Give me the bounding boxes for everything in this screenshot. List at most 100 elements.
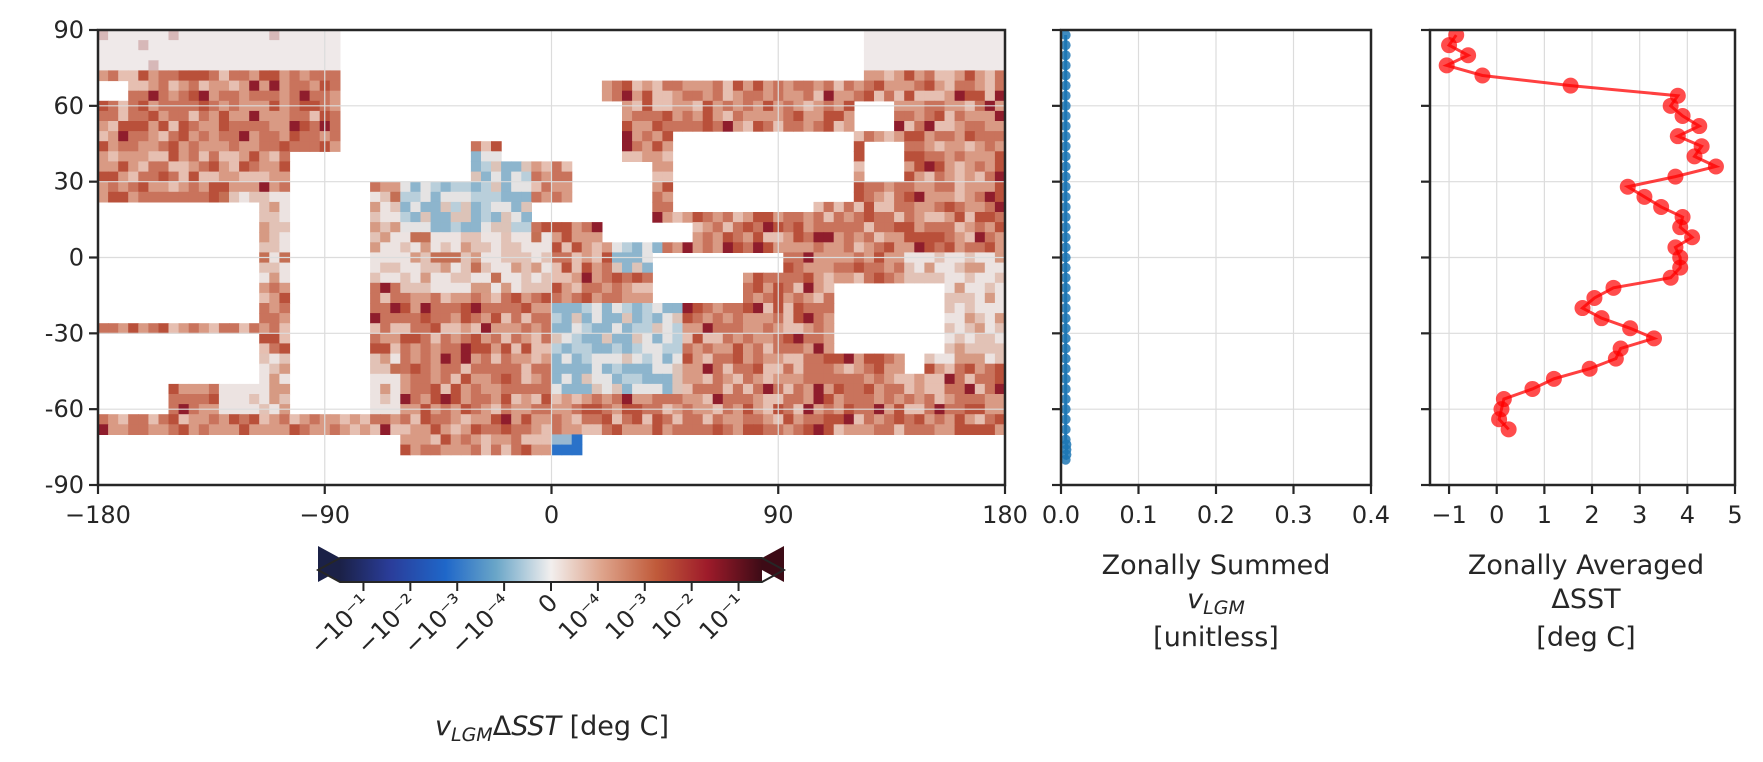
zonal-sum-point	[1061, 292, 1071, 303]
heatmap-cell	[843, 272, 855, 284]
heatmap-cell	[279, 110, 291, 122]
heatmap-cell	[944, 151, 956, 162]
heatmap-cell	[994, 121, 1005, 132]
heatmap-cell	[974, 232, 986, 243]
heatmap-cell	[249, 40, 260, 51]
heatmap-cell	[662, 303, 674, 314]
heatmap-cell	[481, 212, 492, 223]
heatmap-cell	[289, 414, 301, 425]
heatmap-cell	[964, 90, 976, 102]
heatmap-cell	[188, 70, 200, 82]
heatmap-cell	[188, 424, 200, 435]
zonal-sum-point	[1061, 80, 1071, 91]
heatmap-cell	[622, 363, 633, 375]
heatmap-cell	[924, 40, 936, 51]
heatmap-cell	[481, 272, 492, 284]
heatmap-cell	[672, 333, 684, 344]
heatmap-cell	[642, 363, 653, 375]
heatmap-cell	[168, 171, 180, 183]
heatmap-cell	[289, 80, 301, 92]
heatmap-cell	[591, 414, 603, 425]
heatmap-cell	[662, 343, 674, 355]
heatmap-cell	[863, 212, 875, 223]
heatmap-cell	[823, 424, 835, 435]
zonal-sum-point	[1061, 30, 1071, 41]
heatmap-cell	[853, 373, 865, 385]
heatmap-cell	[299, 414, 311, 425]
heatmap-cell	[289, 131, 301, 142]
heatmap-cell	[853, 141, 865, 152]
heatmap-cell	[279, 141, 291, 152]
heatmap-cell	[743, 110, 754, 122]
heatmap-cell	[874, 50, 885, 61]
heatmap-cell	[964, 181, 976, 193]
heatmap-cell	[753, 353, 764, 365]
heatmap-cell	[944, 292, 956, 304]
zonal-sum-point	[1061, 373, 1071, 384]
heatmap-cell	[541, 303, 553, 314]
heatmap-cell	[672, 373, 684, 385]
heatmap-cell	[299, 50, 311, 61]
heatmap-cell	[743, 414, 754, 425]
heatmap-cell	[470, 141, 482, 152]
heatmap-cell	[934, 363, 946, 375]
heatmap-cell	[682, 90, 694, 102]
heatmap-cell	[722, 383, 734, 395]
heatmap-cell	[208, 181, 220, 193]
heatmap-cell	[440, 191, 452, 203]
heatmap-cell	[370, 282, 381, 294]
heatmap-cell	[501, 212, 512, 223]
heatmap-cell	[450, 262, 462, 274]
heatmap-cell	[98, 414, 109, 425]
heatmap-cell	[944, 110, 956, 122]
heatmap-cell	[511, 242, 522, 253]
heatmap-cell	[984, 343, 996, 355]
heatmap-cell	[138, 110, 149, 122]
heatmap-cell	[460, 424, 472, 435]
heatmap-cell	[642, 90, 653, 102]
heatmap-cell	[974, 303, 986, 314]
heatmap-cell	[712, 110, 724, 122]
heatmap-cell	[259, 272, 270, 284]
heatmap-cell	[98, 171, 109, 183]
heatmap-cell	[783, 303, 794, 314]
heatmap-cell	[460, 191, 472, 203]
heatmap-cell	[863, 40, 875, 51]
heatmap-cell	[380, 201, 391, 213]
zonal-sum-x-axis: 0.0 0.1 0.2 0.3 0.4	[1042, 485, 1390, 529]
heatmap-cell	[944, 121, 956, 132]
heatmap-cell	[642, 121, 653, 132]
heatmap-cell	[642, 383, 653, 395]
heatmap-cell	[612, 383, 623, 395]
heatmap-cell	[551, 353, 563, 365]
heatmap-cell	[551, 434, 563, 446]
heatmap-cell	[178, 30, 190, 41]
heatmap-cell	[964, 222, 976, 233]
heatmap-cell	[934, 80, 946, 92]
heatmap-cell	[491, 282, 502, 294]
heatmap-cell	[541, 323, 553, 334]
heatmap-cell	[884, 383, 895, 395]
heatmap-cell	[470, 424, 482, 435]
heatmap-cell	[682, 323, 694, 334]
heatmap-cell	[229, 60, 240, 71]
heatmap-cell	[743, 222, 754, 233]
heatmap-cell	[964, 282, 976, 294]
heatmap-cell	[863, 242, 875, 253]
heatmap-cell	[994, 394, 1005, 405]
zonal-average-point	[1636, 188, 1653, 205]
heatmap-cell	[722, 343, 734, 355]
heatmap-cell	[863, 424, 875, 435]
heatmap-cell	[501, 171, 512, 183]
heatmap-cell	[239, 141, 250, 152]
heatmap-cell	[964, 262, 976, 274]
heatmap-cell	[380, 212, 391, 223]
zonal-average-y-ticks	[1421, 28, 1430, 487]
heatmap-cell	[954, 181, 966, 193]
heatmap-cell	[98, 141, 109, 152]
heatmap-cell	[934, 161, 946, 173]
heatmap-cell	[914, 50, 925, 61]
heatmap-cell	[178, 161, 190, 173]
heatmap-cell	[743, 424, 754, 435]
heatmap-cell	[672, 394, 684, 405]
